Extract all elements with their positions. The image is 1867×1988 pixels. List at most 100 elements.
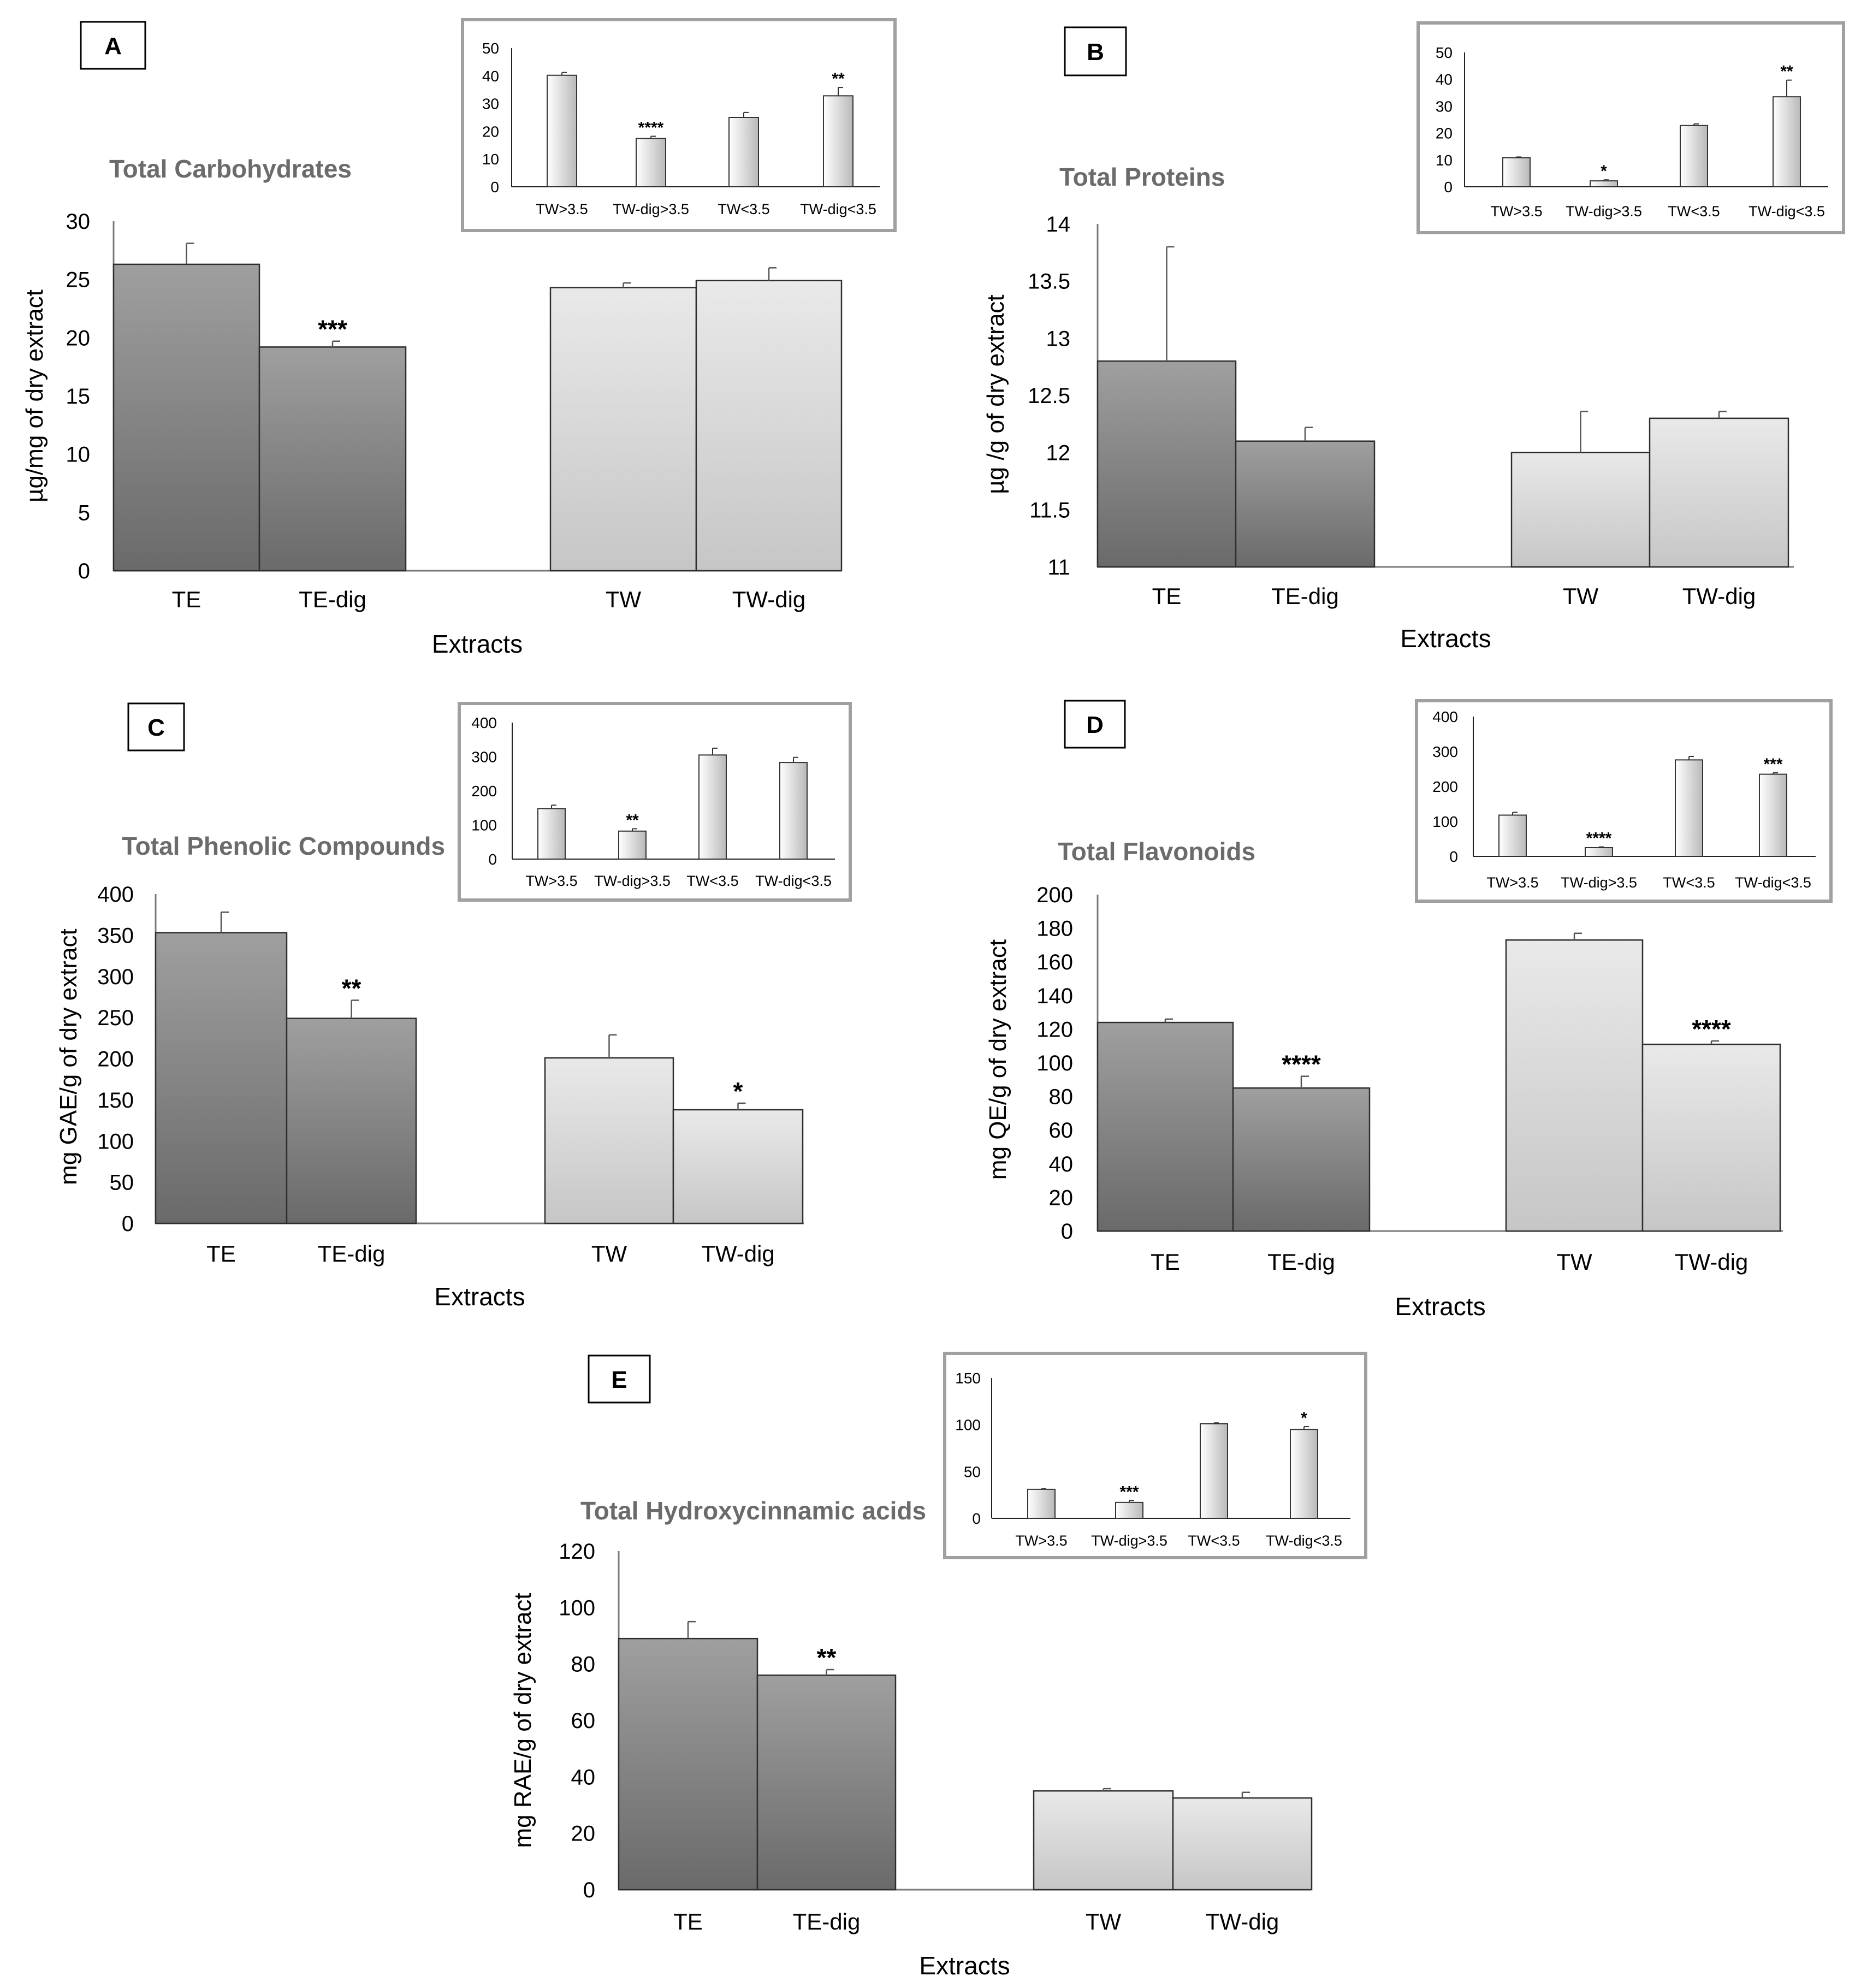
inset-category-label: TW>3.5 (536, 201, 588, 217)
inset-significance-label: *** (1119, 1483, 1139, 1501)
panel-c: C Total Phenolic Compounds 0 50 100 150 200 250… (55, 702, 852, 1311)
y-axis-title: mg QE/g of dry extract (985, 939, 1011, 1180)
inset-category-label: TW-dig>3.5 (1091, 1533, 1167, 1549)
bar (155, 932, 288, 1224)
y-tick-label: 150 (97, 1088, 134, 1113)
significance-label: ** (817, 1643, 837, 1672)
y-tick-label: 400 (97, 883, 134, 907)
y-tick-label: 0 (1061, 1220, 1073, 1244)
x-category-label: TW (606, 587, 642, 612)
x-category-label: TE-dig (299, 587, 366, 612)
x-category-label: TW-dig (1675, 1249, 1749, 1275)
chart-title: Total Proteins (1059, 163, 1225, 191)
inset-bar (1675, 759, 1703, 857)
y-axis-title: µg/mg of dry extract (21, 289, 48, 502)
y-tick-label: 5 (78, 501, 90, 525)
panel-label: E (611, 1366, 627, 1393)
y-tick-label: 50 (110, 1171, 134, 1195)
chart-title: Total Hydroxycinnamic acids (580, 1496, 926, 1525)
inset-y-tick-label: 50 (482, 40, 499, 57)
inset-category-label: TW>3.5 (525, 873, 577, 889)
inset-chart: 0 10 20 30 40 50 TW>3.5 **** TW-dig>3.5 TW<3.5 ** T… (461, 18, 897, 232)
inset-significance-label: **** (638, 119, 664, 137)
inset-chart: 0 10 20 30 40 50 TW>3.5 * TW-dig>3.5 TW<3.5 ** TW-d… (1416, 21, 1845, 234)
inset-category-label: TW-dig<3.5 (1735, 874, 1811, 891)
bar (544, 1057, 674, 1224)
inset-y-tick-label: 0 (490, 179, 499, 196)
inset-significance-label: ** (832, 70, 845, 88)
bar (672, 1109, 804, 1224)
inset-y-tick-label: 100 (1432, 813, 1458, 830)
panel-label-box (127, 702, 185, 752)
panel-label-box (1064, 700, 1126, 749)
x-category-label: TE-dig (1271, 583, 1339, 609)
bar (618, 1637, 758, 1891)
inset-bar (1585, 847, 1613, 857)
y-tick-label: 0 (78, 559, 90, 583)
inset-y-tick-label: 50 (964, 1463, 981, 1480)
x-axis-title: Extracts (432, 630, 523, 658)
y-tick-label: 60 (571, 1709, 596, 1733)
inset-y-tick-label: 20 (482, 123, 499, 140)
x-category-label: TW-dig (732, 587, 806, 612)
bar (1510, 452, 1651, 568)
x-category-label: TE-dig (318, 1241, 386, 1267)
inset-y-tick-label: 20 (1436, 125, 1453, 142)
y-tick-label: 200 (1036, 883, 1073, 907)
y-tick-label: 80 (571, 1653, 596, 1677)
x-category-label: TE (1151, 1249, 1180, 1275)
x-category-label: TE-dig (793, 1909, 861, 1934)
inset-chart: 0 100 200 300 400 TW>3.5 ** TW-dig>3.5 TW<3.5 TW-… (458, 702, 852, 902)
chart-title: Total Flavonoids (1058, 837, 1255, 866)
panel-label-box (1064, 26, 1127, 76)
inset-bar (1290, 1429, 1318, 1519)
inset-category-label: TW<3.5 (1668, 203, 1720, 220)
y-tick-label: 160 (1036, 950, 1073, 974)
inset-category-label: TW>3.5 (1015, 1533, 1067, 1549)
chart-title: Total Phenolic Compounds (122, 832, 445, 860)
y-tick-label: 13 (1046, 327, 1071, 351)
panel-label: C (147, 714, 165, 741)
panel-e: E Total Hydroxycinnamic acids 0 20 40 60 80 100… (509, 1352, 1367, 1980)
inset-chart: 0 100 200 300 400 TW>3.5 **** TW-dig>3.5 TW<3.5 *… (1415, 699, 1833, 903)
inset-bar (618, 830, 647, 860)
panel-d: D Total Flavonoids 0 20 40 60 80 100 120 140 160 18… (985, 699, 1833, 1321)
inset-bar (1027, 1488, 1056, 1519)
x-category-label: TW-dig (1682, 583, 1756, 609)
x-category-label: TE (172, 587, 201, 612)
y-tick-label: 0 (583, 1878, 595, 1902)
y-tick-label: 120 (1036, 1017, 1073, 1042)
bar (1235, 440, 1376, 568)
inset-y-tick-label: 0 (488, 851, 497, 868)
bar (695, 280, 843, 572)
x-category-label: TW-dig (1206, 1909, 1279, 1934)
inset-y-tick-label: 300 (471, 749, 497, 766)
inset-y-tick-label: 100 (955, 1417, 981, 1434)
inset-bar (728, 117, 759, 187)
significance-label: * (733, 1077, 743, 1105)
y-tick-label: 25 (66, 268, 91, 292)
inset-category-label: TW-dig>3.5 (1566, 203, 1642, 220)
bar (756, 1675, 897, 1891)
significance-label: *** (318, 315, 347, 344)
inset-bar (1502, 157, 1531, 188)
panel-label: D (1086, 712, 1104, 738)
y-axis-title: mg GAE/g of dry extract (55, 928, 82, 1185)
y-tick-label: 40 (1049, 1152, 1074, 1176)
y-tick-label: 180 (1036, 917, 1073, 941)
y-tick-label: 200 (97, 1048, 134, 1072)
inset-y-tick-label: 400 (471, 714, 497, 731)
x-category-label: TE (673, 1909, 703, 1934)
bar (1232, 1087, 1371, 1232)
inset-category-label: TW<3.5 (1663, 874, 1715, 891)
panel-label: A (104, 33, 122, 60)
inset-bar (779, 762, 808, 860)
inset-y-tick-label: 50 (1436, 44, 1453, 61)
y-tick-label: 14 (1046, 212, 1071, 236)
x-category-label: TW (1086, 1909, 1122, 1934)
x-axis-title: Extracts (434, 1282, 525, 1311)
y-axis-title: µg /g of dry extract (982, 294, 1009, 494)
y-axis-title: mg RAE/g of dry extract (509, 1593, 536, 1848)
inset-y-tick-label: 10 (1436, 152, 1453, 169)
inset-bar (1200, 1423, 1228, 1519)
